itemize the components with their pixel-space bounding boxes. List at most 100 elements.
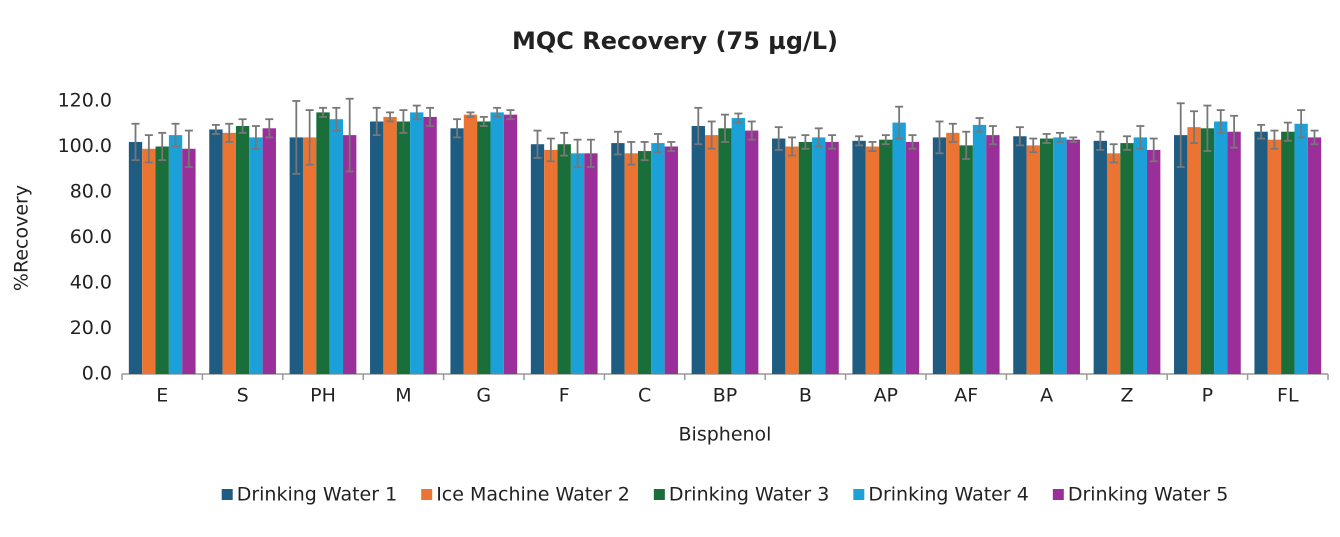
bar [477, 121, 491, 374]
bar [423, 116, 437, 375]
bar [1281, 131, 1295, 374]
error-bar [747, 120, 756, 141]
bar [1307, 137, 1322, 374]
error-bar [1257, 123, 1266, 140]
error-bar [1190, 110, 1199, 144]
error-bar [144, 134, 153, 164]
error-bar [1149, 137, 1158, 163]
error-bar [1096, 130, 1105, 151]
error-bar [171, 122, 180, 148]
error-bar [1042, 133, 1051, 144]
error-bar [586, 138, 595, 168]
error-bar [1069, 136, 1078, 143]
bar [450, 128, 464, 374]
error-bar [975, 117, 984, 133]
error-bar [707, 120, 716, 150]
legend-label: Drinking Water 4 [868, 484, 1028, 506]
error-bar [1176, 102, 1185, 168]
bar [785, 146, 799, 374]
bar [745, 130, 759, 374]
bar [1187, 127, 1201, 374]
error-bar [895, 105, 904, 140]
error-bar [734, 112, 743, 124]
error-bar [546, 137, 555, 163]
error-bar [962, 130, 971, 160]
bar [584, 153, 598, 374]
bar [370, 121, 384, 374]
x-tick-label: F [559, 385, 570, 407]
error-bar [372, 106, 381, 137]
error-bar [1230, 114, 1239, 149]
bar [410, 112, 424, 374]
bar [128, 141, 143, 374]
bar [718, 128, 732, 374]
bar [530, 144, 545, 374]
bar [704, 135, 719, 374]
bar [557, 144, 571, 374]
error-bar [1015, 126, 1024, 147]
error-bar [881, 134, 890, 146]
error-bar [225, 122, 234, 143]
x-tick-label: B [799, 385, 812, 407]
bar [329, 119, 344, 374]
error-bar [211, 123, 220, 135]
error-bar [935, 120, 944, 155]
bar [1174, 135, 1188, 374]
bar [249, 137, 263, 374]
error-bar [1310, 129, 1319, 146]
bar [142, 148, 156, 374]
error-bar [855, 135, 864, 147]
legend-label: Drinking Water 1 [237, 484, 397, 506]
bar [155, 146, 169, 374]
x-tick-label: M [395, 385, 411, 407]
x-tick-label: PH [310, 385, 336, 407]
error-bar [1055, 131, 1064, 143]
bar [490, 112, 504, 374]
error-bar [1136, 125, 1145, 150]
error-bar [453, 118, 462, 139]
bar [986, 135, 1000, 374]
bar [544, 149, 558, 374]
bar [611, 143, 625, 374]
bar [959, 145, 973, 374]
bar [825, 141, 839, 374]
error-bar [1283, 121, 1292, 142]
error-bar [1270, 129, 1279, 150]
legend-swatch [1052, 489, 1064, 500]
y-tick-label: 80.0 [70, 181, 112, 203]
error-bar [184, 129, 193, 168]
error-bar [828, 134, 837, 150]
y-tick-label: 60.0 [70, 226, 112, 248]
bar [651, 143, 665, 374]
bar [1066, 139, 1080, 374]
error-bar [493, 106, 502, 118]
bar [343, 135, 357, 374]
error-bar [653, 133, 662, 154]
bar [182, 148, 196, 374]
legend-label: Drinking Water 5 [1068, 484, 1228, 506]
error-bar [158, 131, 167, 162]
bar [879, 139, 893, 374]
error-bar [573, 138, 582, 168]
x-tick-label: Z [1120, 385, 1133, 407]
x-tick-label: AP [874, 385, 898, 407]
error-bar [788, 136, 797, 157]
bar [1039, 138, 1054, 374]
x-tick-label: FL [1277, 385, 1299, 407]
legend-label: Ice Machine Water 2 [436, 484, 630, 506]
error-bar [1216, 109, 1225, 134]
y-tick-label: 120.0 [58, 90, 112, 112]
bar [503, 114, 518, 375]
error-bar [292, 100, 301, 175]
bar [209, 129, 223, 374]
x-tick-label: E [156, 385, 168, 407]
bar [262, 128, 276, 374]
error-bar [640, 141, 649, 162]
bar [1294, 123, 1308, 374]
x-tick-label: C [638, 385, 651, 407]
error-bar [694, 106, 703, 146]
error-bar [1123, 135, 1131, 151]
x-tick-label: AF [954, 385, 978, 407]
error-bar [265, 118, 274, 139]
x-tick-label: BP [713, 385, 738, 407]
